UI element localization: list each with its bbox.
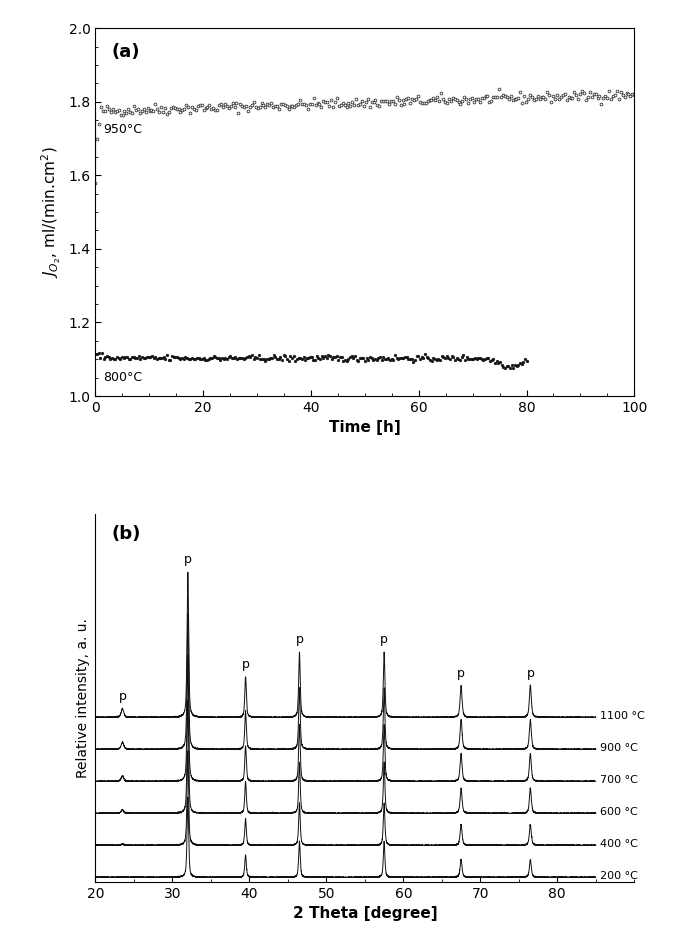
- Text: 200 °C: 200 °C: [599, 870, 638, 881]
- Text: 800°C: 800°C: [104, 371, 143, 384]
- Text: (a): (a): [112, 43, 140, 61]
- Text: 1100 °C: 1100 °C: [599, 711, 644, 721]
- Text: 900 °C: 900 °C: [599, 743, 638, 753]
- Text: p: p: [295, 633, 303, 646]
- X-axis label: Time [h]: Time [h]: [329, 420, 401, 435]
- Text: 700 °C: 700 °C: [599, 775, 638, 785]
- Text: 400 °C: 400 °C: [599, 839, 638, 849]
- Text: (b): (b): [112, 525, 141, 543]
- Y-axis label: Relative intensity, a. u.: Relative intensity, a. u.: [76, 618, 90, 778]
- Text: 600 °C: 600 °C: [599, 807, 638, 817]
- Text: p: p: [241, 658, 250, 671]
- Text: p: p: [527, 667, 534, 679]
- Text: p: p: [184, 553, 192, 567]
- Text: p: p: [380, 633, 388, 646]
- Y-axis label: $J_{O_2}$, ml/(min.cm$^2$): $J_{O_2}$, ml/(min.cm$^2$): [40, 146, 63, 278]
- Text: 950°C: 950°C: [104, 123, 143, 136]
- X-axis label: 2 Theta [degree]: 2 Theta [degree]: [293, 906, 437, 921]
- Text: p: p: [457, 667, 465, 679]
- Text: p: p: [119, 689, 126, 703]
